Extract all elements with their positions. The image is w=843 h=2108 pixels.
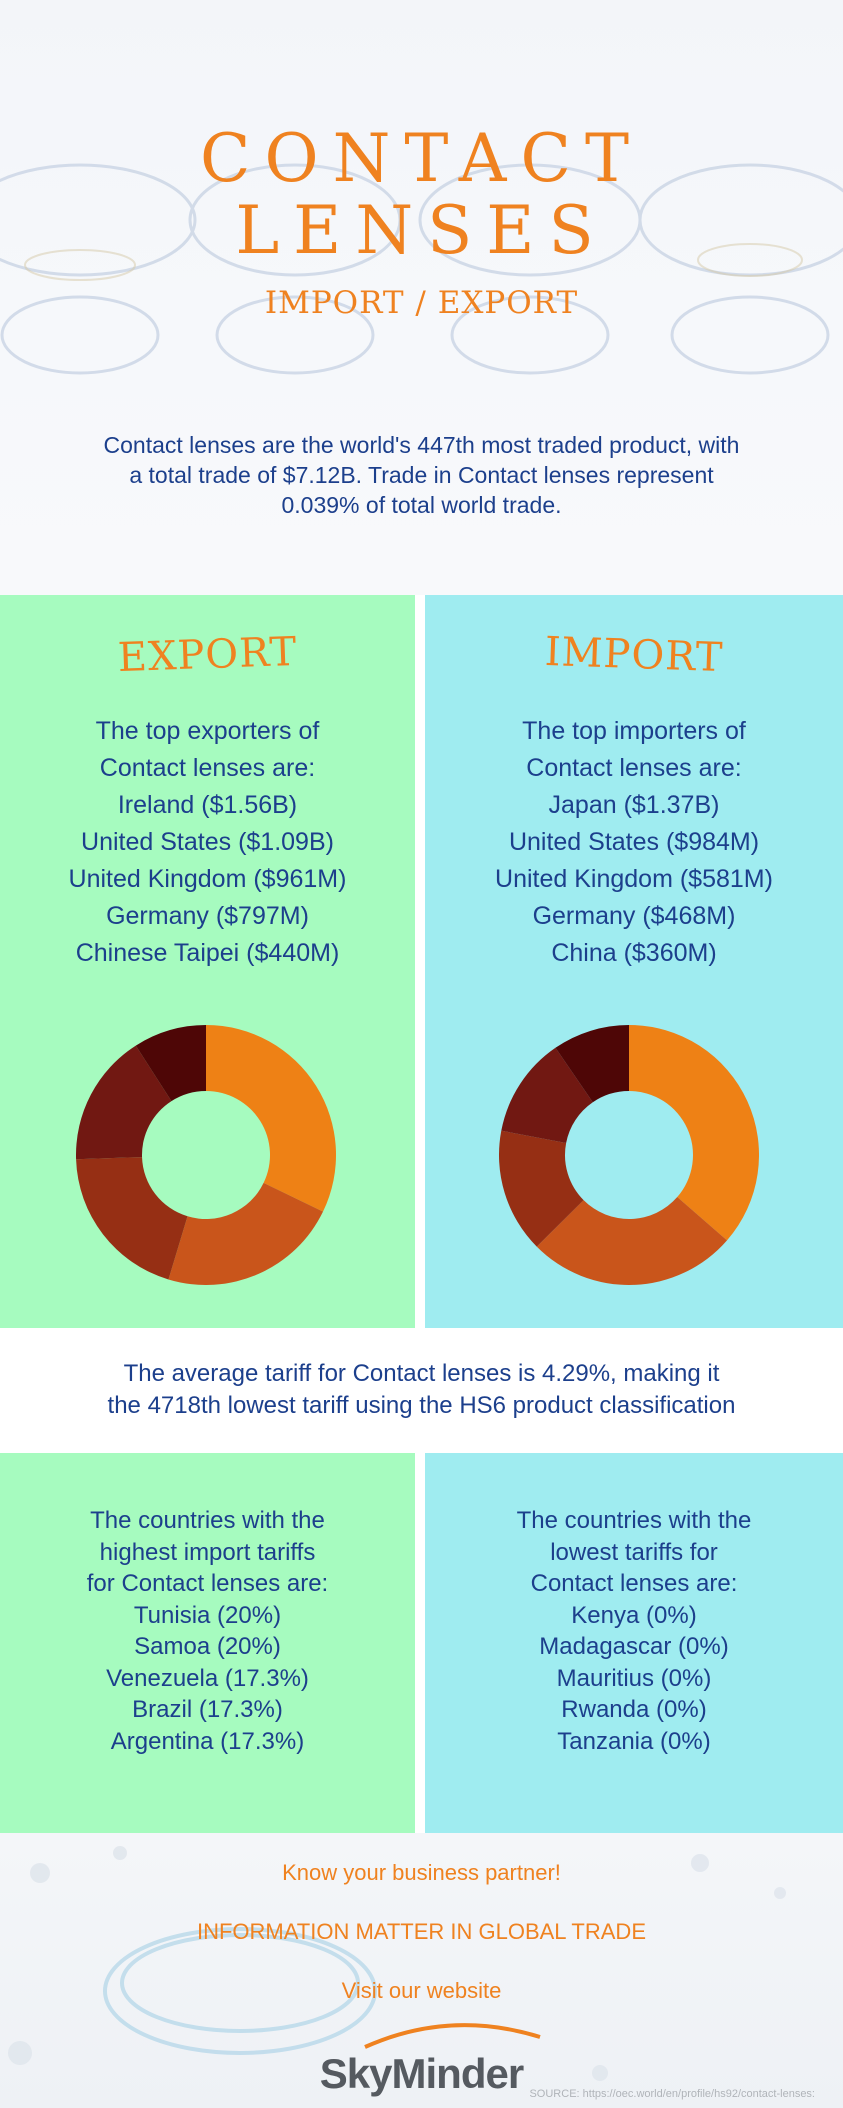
highest-item: Venezuela (17.3%) xyxy=(106,1664,309,1692)
export-item: Germany ($797M) xyxy=(106,902,309,930)
donut-slice-united-kingdom xyxy=(76,1157,188,1280)
tagline-partner: Know your business partner! xyxy=(282,1860,561,1885)
tariff-line-2: the 4718th lowest tariff using the HS6 p… xyxy=(107,1392,736,1419)
title-line-1: CONTACT xyxy=(200,120,643,197)
intro-text: Contact lenses are the world's 447th mos… xyxy=(103,432,740,518)
lowest-lead-3: Contact lenses are: xyxy=(530,1570,738,1597)
export-donut-chart xyxy=(76,1025,336,1285)
highest-tariffs-list: The countries with the highest import ta… xyxy=(0,1505,415,1757)
import-item: Germany ($468M) xyxy=(532,902,736,930)
lowest-item: Kenya (0%) xyxy=(571,1601,697,1629)
donut-slice-germany xyxy=(501,1047,593,1144)
export-item: Chinese Taipei ($440M) xyxy=(75,939,340,967)
footer-section: Know your business partner! INFORMATION … xyxy=(0,1833,843,2108)
skyminder-logo-swoosh xyxy=(364,2023,541,2049)
subtitle: IMPORT / EXPORT xyxy=(264,285,579,321)
tagline-information: INFORMATION MATTER IN GLOBAL TRADE xyxy=(196,1919,646,1944)
highest-item: Samoa (20%) xyxy=(134,1633,281,1660)
import-donut-chart xyxy=(499,1025,759,1285)
highest-item: Tunisia (20%) xyxy=(133,1601,282,1629)
hero-section: CONTACT LENSES IMPORT / EXPORT Contact l… xyxy=(0,0,843,595)
donut-slice-ireland xyxy=(206,1025,336,1212)
donut-slice-united-states xyxy=(168,1182,324,1285)
highest-tariffs-panel: The countries with the highest import ta… xyxy=(0,1453,415,1833)
export-lead-1: The top exporters of xyxy=(95,717,320,745)
export-lead-2: Contact lenses are: xyxy=(99,754,316,782)
highest-item: Brazil (17.3%) xyxy=(132,1696,283,1723)
donut-slice-china xyxy=(555,1025,629,1103)
import-list: The top importers of Contact lenses are:… xyxy=(425,713,843,972)
title-line-2: LENSES xyxy=(235,192,608,269)
import-lead-2: Contact lenses are: xyxy=(526,754,742,782)
export-item: Ireland ($1.56B) xyxy=(117,791,298,819)
lowest-tariffs-list: The countries with the lowest tariffs fo… xyxy=(425,1505,843,1757)
tariff-line-1: The average tariff for Contact lenses is… xyxy=(123,1360,720,1387)
contact-lenses-background-image xyxy=(0,163,843,375)
donut-slice-japan xyxy=(629,1025,759,1241)
highest-lead-2: highest import tariffs xyxy=(99,1538,316,1566)
import-item: United Kingdom ($581M) xyxy=(495,865,773,893)
export-item: United Kingdom ($961M) xyxy=(68,865,347,893)
skyminder-logo[interactable]: SkyMinder xyxy=(319,2050,524,2097)
export-heading: EXPORT xyxy=(117,628,298,682)
donut-slice-united-kingdom xyxy=(499,1130,584,1247)
import-panel: IMPORT The top importers of Contact lens… xyxy=(425,595,843,1328)
import-item: China ($360M) xyxy=(551,939,717,967)
highest-lead-3: for Contact lenses are: xyxy=(86,1570,329,1597)
source-citation: SOURCE: https://oec.world/en/profile/hs9… xyxy=(529,2088,815,2100)
export-list: The top exporters of Contact lenses are:… xyxy=(0,713,415,972)
export-item: United States ($1.09B) xyxy=(81,828,334,856)
donut-slice-united-states xyxy=(536,1197,728,1285)
lowest-item: Madagascar (0%) xyxy=(539,1633,729,1660)
lowest-item: Rwanda (0%) xyxy=(561,1696,707,1723)
lowest-item: Tanzania (0%) xyxy=(557,1727,711,1755)
import-item: United States ($984M) xyxy=(508,828,760,856)
lowest-tariffs-panel: The countries with the lowest tariffs fo… xyxy=(425,1453,843,1833)
import-lead-1: The top importers of xyxy=(522,717,746,745)
donut-slice-chinese-taipei xyxy=(135,1025,206,1102)
visit-website-link[interactable]: Visit our website xyxy=(341,1978,502,2003)
highest-item: Argentina (17.3%) xyxy=(110,1727,305,1755)
contact-lens-photo-decoration xyxy=(8,1846,786,2081)
lowest-lead-1: The countries with the xyxy=(516,1507,752,1534)
export-panel: EXPORT The top exporters of Contact lens… xyxy=(0,595,415,1328)
highest-lead-1: The countries with the xyxy=(90,1507,325,1534)
tariff-summary: The average tariff for Contact lenses is… xyxy=(40,1358,803,1422)
import-heading: IMPORT xyxy=(543,628,725,682)
lowest-item: Mauritius (0%) xyxy=(556,1664,712,1692)
donut-slice-germany xyxy=(76,1045,172,1160)
import-item: Japan ($1.37B) xyxy=(548,791,720,819)
lowest-lead-2: lowest tariffs for xyxy=(550,1538,718,1566)
